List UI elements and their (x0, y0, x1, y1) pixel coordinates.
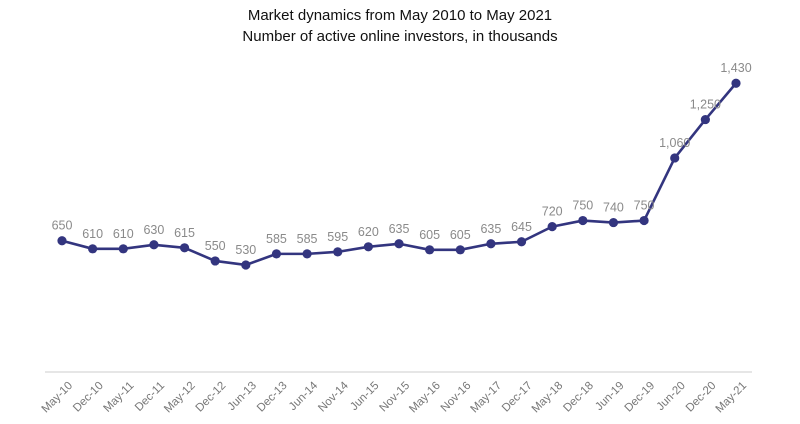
data-label-Nov-16: 605 (450, 228, 471, 242)
data-label-May-10: 650 (52, 219, 73, 233)
x-tick-label-May-21: May-21 (714, 380, 750, 416)
data-label-Jun-15: 620 (358, 225, 379, 239)
chart-title-block: Market dynamics from May 2010 to May 202… (0, 5, 800, 47)
x-tick-label-May-17: May-17 (469, 380, 505, 416)
data-point-Jun-19 (608, 217, 619, 228)
data-label-Dec-20: 1,250 (690, 98, 721, 112)
x-tick-label-Nov-14: Nov-14 (316, 379, 351, 414)
data-point-May-11 (118, 244, 128, 254)
data-point-May-16 (425, 245, 435, 255)
x-tick-label-Dec-20: Dec-20 (684, 380, 719, 415)
data-point-Jun-20 (670, 153, 680, 163)
x-tick-label-May-12: May-12 (162, 380, 198, 416)
data-label-May-21: 1,430 (720, 61, 751, 75)
data-label-Jun-14: 585 (297, 232, 318, 246)
data-point-Dec-18 (578, 215, 588, 226)
data-point-Dec-19 (639, 215, 649, 226)
data-label-layer: 650 610 610 630 615 550 530 585 585 595 620 635 605 6… (52, 61, 752, 257)
x-tick-label-Jun-13: Jun-13 (226, 380, 259, 413)
x-tick-label-Nov-16: Nov-16 (439, 380, 474, 415)
data-point-Nov-15 (394, 239, 404, 249)
data-point-Nov-14 (333, 247, 343, 257)
x-tick-label-Dec-18: Dec-18 (561, 380, 596, 415)
data-point-Dec-11 (149, 240, 159, 250)
data-label-Nov-14: 595 (327, 230, 348, 244)
data-point-Dec-20 (700, 114, 710, 125)
data-point-May-12 (179, 243, 190, 253)
x-tick-label-Jun-15: Jun-15 (348, 380, 381, 413)
data-point-May-10 (57, 236, 67, 246)
x-tick-label-May-16: May-16 (407, 380, 443, 416)
data-label-May-11: 610 (113, 227, 134, 241)
series-line (61, 82, 737, 267)
x-tick-label-Dec-13: Dec-13 (255, 380, 290, 415)
data-point-Nov-16 (455, 245, 465, 255)
data-point-May-17 (486, 239, 496, 249)
data-label-Jun-19: 740 (603, 201, 624, 215)
x-tick-label-Jun-19: Jun-19 (593, 380, 626, 413)
line-layer (61, 82, 737, 267)
data-label-Jun-13: 530 (235, 243, 256, 257)
data-label-Nov-15: 635 (389, 222, 410, 236)
chart-subtitle: Number of active online investors, in th… (242, 28, 558, 45)
x-tick-label-May-18: May-18 (530, 380, 566, 416)
x-tick-label-Jun-14: Jun-14 (287, 379, 321, 413)
data-label-Jun-20: 1,060 (659, 136, 690, 150)
data-label-Dec-12: 550 (205, 239, 226, 253)
data-label-May-12: 615 (174, 226, 195, 240)
data-point-Dec-17 (516, 237, 527, 247)
data-label-Dec-11: 630 (143, 223, 164, 237)
data-label-May-16: 605 (419, 228, 440, 242)
data-point-Dec-12 (210, 256, 220, 266)
data-label-Dec-10: 610 (82, 227, 103, 241)
x-tick-label-Dec-11: Dec-11 (133, 380, 167, 414)
chart-title: Market dynamics from May 2010 to May 202… (247, 7, 553, 24)
data-point-Dec-10 (88, 244, 98, 254)
data-point-Jun-15 (363, 242, 373, 252)
data-point-Jun-13 (241, 260, 251, 270)
data-label-May-18: 720 (542, 205, 563, 219)
x-tick-label-Dec-12: Dec-12 (194, 380, 229, 415)
x-tick-label-Dec-10: Dec-10 (71, 380, 106, 415)
x-tick-label-Jun-20: Jun-20 (655, 380, 688, 413)
x-tick-label-Dec-17: Dec-17 (500, 380, 535, 415)
data-label-Dec-17: 645 (511, 220, 532, 234)
marker-layer (57, 78, 741, 270)
x-tick-layer: May-10Dec-10May-11Dec-11May-12Dec-12Jun-… (40, 379, 750, 415)
x-tick-label-Nov-15: Nov-15 (378, 380, 413, 415)
data-point-May-21 (731, 78, 741, 88)
data-point-May-18 (547, 222, 557, 232)
data-point-Jun-14 (302, 249, 312, 259)
x-tick-label-May-10: May-10 (40, 380, 76, 416)
data-label-Dec-18: 750 (572, 199, 593, 213)
data-label-May-17: 635 (480, 222, 501, 236)
x-tick-label-May-11: May-11 (101, 380, 136, 415)
data-point-Dec-13 (271, 249, 282, 259)
x-tick-label-Dec-19: Dec-19 (623, 380, 658, 415)
data-label-Dec-19: 750 (634, 199, 655, 213)
data-label-Dec-13: 585 (266, 232, 287, 246)
